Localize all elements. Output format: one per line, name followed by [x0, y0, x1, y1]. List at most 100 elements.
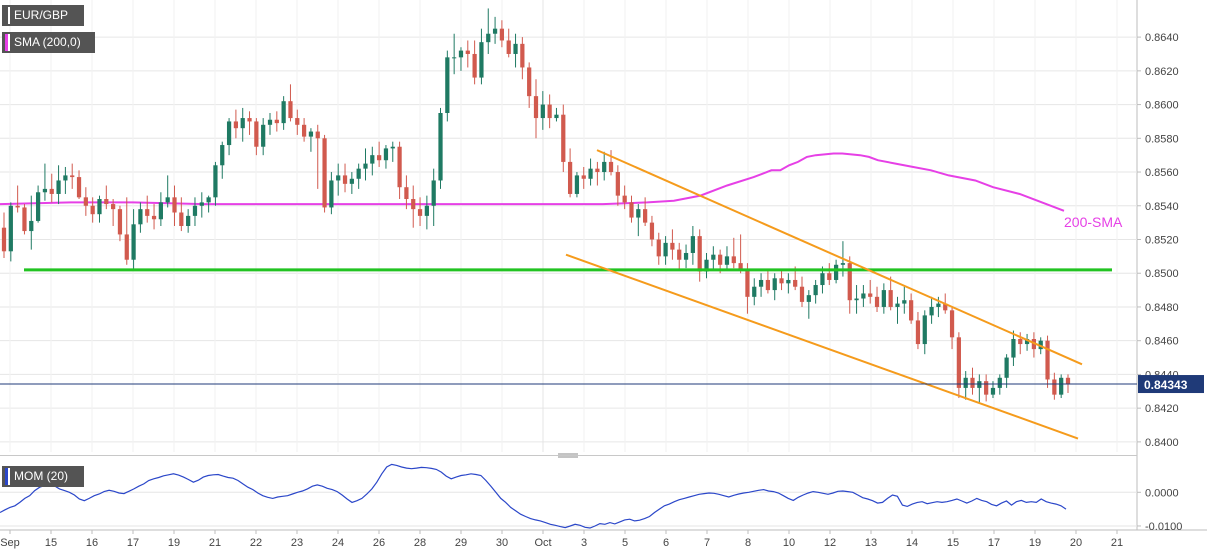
candle-body [1052, 379, 1057, 395]
candle-body [997, 377, 1002, 388]
candle-body [799, 286, 805, 302]
candle [977, 374, 982, 404]
candle-body [608, 161, 614, 173]
price-tick-label: 0.8600 [1145, 100, 1179, 112]
candle-body [486, 33, 491, 43]
candle-body [895, 303, 900, 307]
candle [63, 166, 68, 194]
candle-body [363, 163, 368, 169]
candle [186, 209, 191, 233]
candle [458, 47, 464, 71]
time-tick-label: 17 [127, 537, 139, 549]
candle [261, 118, 266, 156]
candle [1011, 330, 1016, 366]
candle-body [622, 195, 627, 203]
candle-body [547, 104, 552, 119]
candle [874, 286, 880, 313]
price-tick-label: 0.8620 [1145, 66, 1179, 78]
candle-body [131, 224, 136, 260]
candle [772, 273, 777, 301]
candle-body [588, 168, 593, 179]
candle-body [963, 377, 968, 388]
candle [111, 199, 116, 226]
candle [240, 107, 245, 142]
candle-body [315, 131, 320, 139]
candle-body [165, 197, 170, 203]
sma-legend-label: SMA (200,0) [14, 35, 81, 49]
candle [383, 145, 389, 169]
candle-body [718, 254, 723, 265]
candle-body [199, 202, 204, 206]
candle-body [970, 377, 975, 388]
candle-body [151, 215, 157, 220]
candle-body [738, 263, 743, 270]
symbol-legend[interactable]: EUR/GBP [2, 5, 84, 26]
candle [1052, 372, 1057, 400]
candle [813, 279, 818, 304]
time-tick-label: 21 [209, 537, 221, 549]
grid [0, 0, 1207, 531]
candle-body [226, 121, 232, 146]
candle-body [267, 119, 273, 125]
candle-body [349, 178, 354, 184]
candle [499, 20, 505, 48]
candle [629, 195, 634, 223]
candle [322, 134, 327, 213]
candle [554, 107, 559, 122]
candle-body [506, 40, 511, 54]
candle-body [1024, 339, 1030, 345]
time-tick-label: 7 [704, 537, 710, 549]
candle-body [561, 114, 566, 162]
candle [881, 283, 886, 314]
candle-body [956, 337, 961, 388]
candle [254, 118, 259, 156]
candle [70, 163, 75, 189]
candle [288, 84, 293, 122]
pane-separator[interactable] [558, 453, 578, 458]
candle-body [138, 209, 143, 225]
candle-body [1059, 377, 1064, 395]
time-tick-label: 14 [906, 537, 918, 549]
time-tick-label: 20 [1070, 537, 1082, 549]
candle-body [179, 212, 184, 226]
candle-body [397, 146, 402, 188]
momentum-legend[interactable]: MOM (20) [2, 466, 84, 487]
candle [622, 185, 627, 210]
price-axis: 0.8640 0.8620 0.8600 0.8580 0.8560 0.8540 0.85… [1137, 32, 1204, 449]
candle-body [254, 121, 259, 147]
candle [827, 263, 832, 286]
candle [697, 229, 702, 282]
candle-body [929, 306, 934, 316]
candle-body [111, 204, 116, 210]
momentum-tick-label: -0.0100 [1145, 521, 1182, 533]
candle-body [663, 242, 668, 257]
candle-body [247, 118, 252, 122]
candle [970, 367, 975, 395]
candle-body [492, 28, 498, 34]
time-tick-label: 15 [947, 537, 959, 549]
candle [356, 163, 361, 189]
candle-body [192, 205, 198, 216]
candle-body [827, 273, 832, 280]
candle-body [145, 209, 150, 216]
candle-body [424, 205, 429, 216]
candle [431, 168, 436, 226]
candle-body [8, 205, 13, 252]
candle [267, 113, 273, 135]
candle [158, 192, 163, 226]
candle [438, 107, 443, 189]
candle-body [786, 279, 791, 284]
candle-body [213, 165, 218, 198]
candle-body [731, 256, 736, 264]
candle [997, 374, 1002, 395]
sma-legend[interactable]: SMA (200,0) [2, 32, 95, 53]
candle [15, 185, 20, 213]
candle-body [452, 57, 457, 59]
candle-body [806, 295, 811, 302]
candle [445, 50, 450, 122]
candle-body [649, 222, 655, 240]
candle [806, 290, 811, 319]
candle-body [758, 279, 764, 287]
price-tick-label: 0.8580 [1145, 133, 1179, 145]
candle [199, 192, 204, 218]
